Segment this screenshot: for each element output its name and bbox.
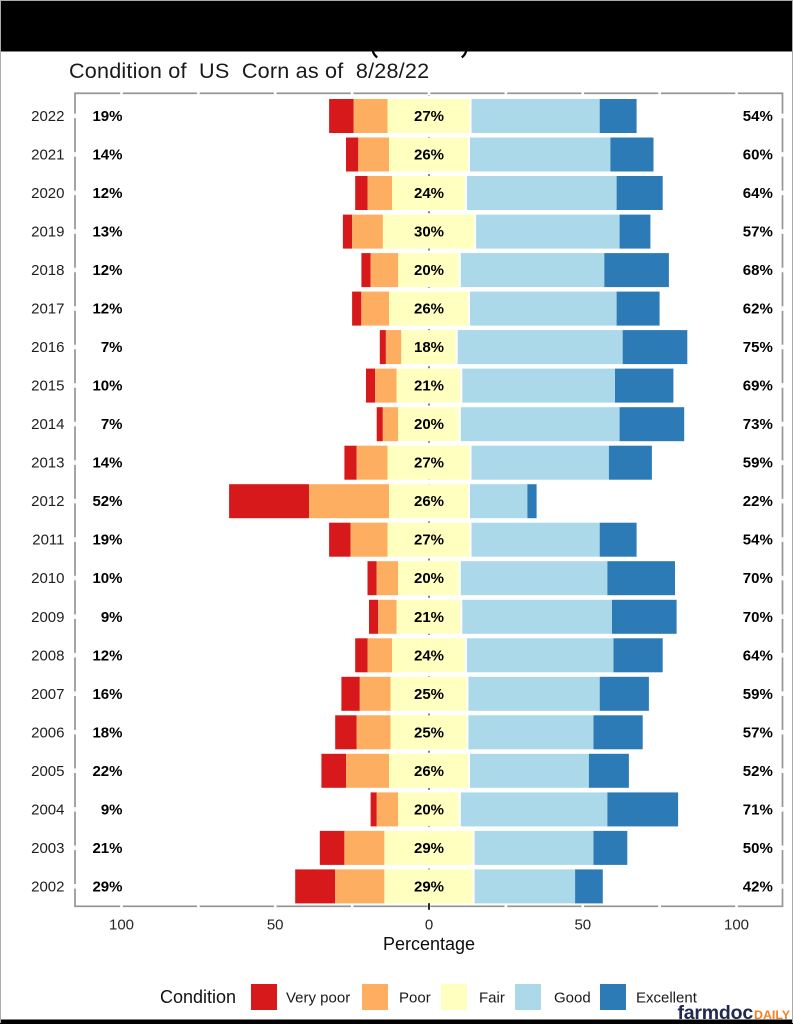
svg-text:52%: 52% (743, 763, 773, 780)
svg-text:2015: 2015 (31, 378, 64, 395)
svg-text:16%: 16% (92, 686, 122, 703)
svg-text:2017: 2017 (31, 301, 64, 318)
svg-text:2018: 2018 (31, 262, 64, 279)
svg-text:2010: 2010 (31, 570, 64, 587)
svg-text:9%: 9% (101, 609, 123, 626)
svg-text:71%: 71% (743, 801, 773, 818)
svg-text:2008: 2008 (31, 647, 64, 664)
svg-text:73%: 73% (743, 416, 773, 433)
svg-text:farmdoc: farmdoc (677, 1002, 753, 1024)
svg-text:Condition: Condition (160, 987, 236, 1007)
svg-text:2019: 2019 (31, 224, 64, 241)
svg-text:20%: 20% (414, 262, 444, 279)
svg-text:25%: 25% (414, 686, 444, 703)
svg-text:10%: 10% (92, 570, 122, 587)
svg-text:21%: 21% (414, 378, 444, 395)
svg-text:60%: 60% (743, 147, 773, 164)
svg-text:24%: 24% (414, 185, 444, 202)
svg-text:64%: 64% (743, 647, 773, 664)
svg-text:27%: 27% (414, 532, 444, 549)
svg-text:54%: 54% (743, 108, 773, 125)
svg-text:20%: 20% (414, 416, 444, 433)
svg-text:21%: 21% (92, 840, 122, 857)
svg-text:2004: 2004 (31, 801, 64, 818)
svg-text:Condition of US Corn as of: Condition of US Corn as of 8/28/22 (69, 58, 429, 83)
svg-text:2022: 2022 (31, 108, 64, 125)
svg-text:2014: 2014 (31, 416, 64, 433)
svg-text:19%: 19% (92, 108, 122, 125)
svg-text:29%: 29% (414, 878, 444, 895)
svg-text:13%: 13% (92, 224, 122, 241)
svg-text:100: 100 (724, 917, 749, 934)
svg-text:7%: 7% (101, 416, 123, 433)
svg-text:22%: 22% (743, 493, 773, 510)
svg-text:2003: 2003 (31, 840, 64, 857)
svg-text:2012: 2012 (31, 493, 64, 510)
svg-text:2013: 2013 (31, 455, 64, 472)
svg-text:27%: 27% (414, 455, 444, 472)
svg-text:64%: 64% (743, 185, 773, 202)
svg-text:29%: 29% (92, 878, 122, 895)
svg-text:2020: 2020 (31, 185, 64, 202)
svg-text:26%: 26% (414, 763, 444, 780)
svg-text:2011: 2011 (32, 532, 64, 549)
svg-text:2016: 2016 (31, 339, 64, 356)
svg-text:29%: 29% (414, 840, 444, 857)
svg-text:68%: 68% (743, 262, 773, 279)
svg-text:0: 0 (425, 917, 433, 934)
svg-text:26%: 26% (414, 493, 444, 510)
svg-text:59%: 59% (743, 455, 773, 472)
svg-text:70%: 70% (743, 570, 773, 587)
svg-text:50: 50 (267, 917, 284, 934)
svg-text:12%: 12% (92, 647, 122, 664)
svg-text:21%: 21% (414, 609, 444, 626)
svg-text:24%: 24% (414, 647, 444, 664)
svg-text:2021: 2021 (31, 147, 64, 164)
svg-text:42%: 42% (743, 878, 773, 895)
svg-text:19%: 19% (92, 532, 122, 549)
svg-text:62%: 62% (743, 301, 773, 318)
svg-text:14%: 14% (92, 455, 122, 472)
svg-text:12%: 12% (92, 262, 122, 279)
svg-text:2007: 2007 (31, 686, 64, 703)
svg-text:20%: 20% (414, 570, 444, 587)
svg-text:10%: 10% (92, 378, 122, 395)
svg-text:18%: 18% (92, 724, 122, 741)
svg-text:14%: 14% (92, 147, 122, 164)
svg-text:50: 50 (574, 917, 591, 934)
svg-text:2005: 2005 (31, 763, 64, 780)
svg-text:27%: 27% (414, 108, 444, 125)
svg-text:2002: 2002 (31, 878, 64, 895)
svg-text:30%: 30% (414, 224, 444, 241)
svg-text:70%: 70% (743, 609, 773, 626)
svg-text:54%: 54% (743, 532, 773, 549)
svg-text:52%: 52% (92, 493, 122, 510)
svg-text:Very poor: Very poor (286, 990, 350, 1007)
svg-text:25%: 25% (414, 724, 444, 741)
svg-text:12%: 12% (92, 301, 122, 318)
svg-text:18%: 18% (414, 339, 444, 356)
svg-text:59%: 59% (743, 686, 773, 703)
svg-text:26%: 26% (414, 301, 444, 318)
svg-text:DAILY: DAILY (754, 1008, 791, 1022)
svg-text:Poor: Poor (399, 990, 431, 1007)
svg-text:2006: 2006 (31, 724, 64, 741)
svg-text:2009: 2009 (31, 609, 64, 626)
svg-text:26%: 26% (414, 147, 444, 164)
svg-text:57%: 57% (743, 224, 773, 241)
svg-text:20%: 20% (414, 801, 444, 818)
svg-text:9%: 9% (101, 801, 123, 818)
svg-text:75%: 75% (743, 339, 773, 356)
svg-text:100: 100 (109, 917, 134, 934)
svg-text:12%: 12% (92, 185, 122, 202)
svg-text:Percentage: Percentage (383, 934, 475, 954)
svg-text:69%: 69% (743, 378, 773, 395)
svg-text:57%: 57% (743, 724, 773, 741)
svg-text:Good: Good (554, 990, 591, 1007)
svg-text:Fair: Fair (479, 990, 505, 1007)
svg-text:22%: 22% (92, 763, 122, 780)
svg-text:Excellent: Excellent (636, 990, 698, 1007)
svg-text:50%: 50% (743, 840, 773, 857)
svg-text:7%: 7% (101, 339, 123, 356)
